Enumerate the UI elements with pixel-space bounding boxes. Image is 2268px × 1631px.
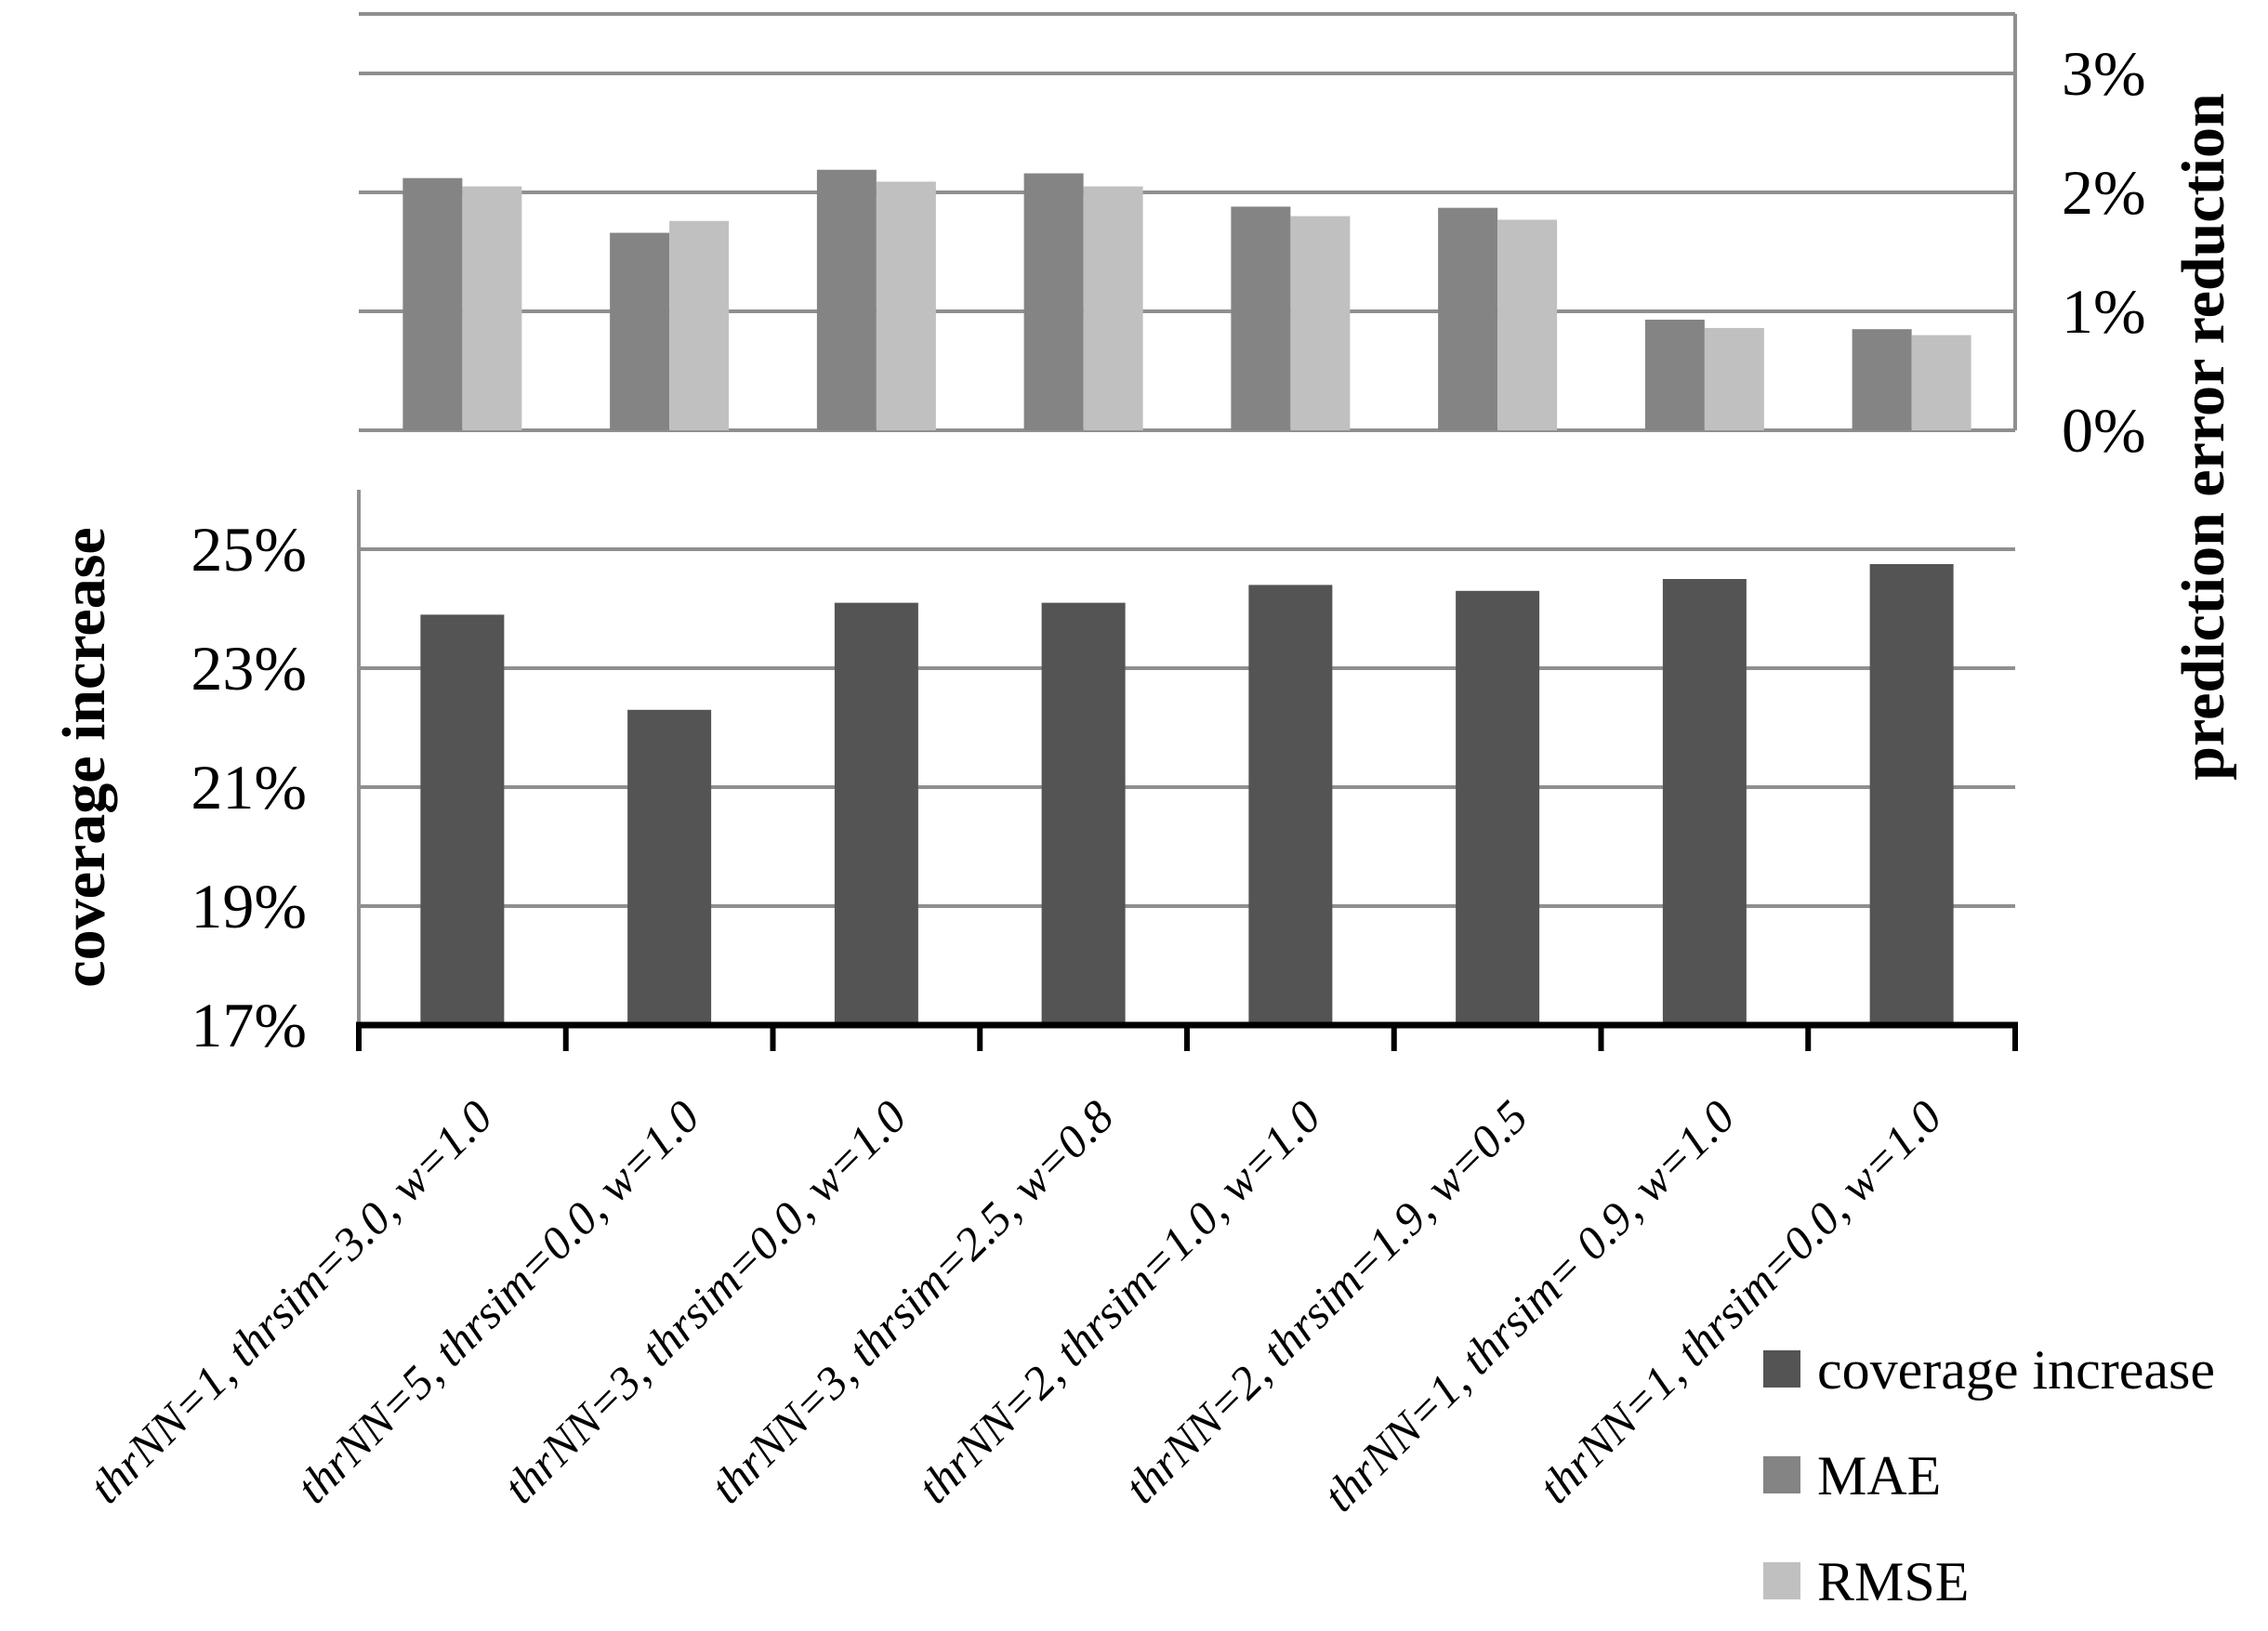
coverage-bar	[1662, 579, 1747, 1025]
mae-bar	[1852, 329, 1912, 430]
series-mae	[402, 169, 1912, 430]
legend-label: coverage increase	[1817, 1339, 2215, 1401]
coverage-bar	[420, 614, 505, 1025]
legend-item: RMSE	[1763, 1551, 1969, 1612]
rmse-bar	[462, 186, 522, 430]
top-ylabel: prediction error reduction	[2169, 93, 2237, 780]
legend-label: RMSE	[1817, 1551, 1969, 1612]
rmse-bar	[1911, 335, 1971, 430]
legend-item: MAE	[1763, 1445, 1941, 1506]
legend-item: coverage increase	[1763, 1339, 2215, 1401]
coverage-bar	[1869, 564, 1954, 1025]
bottom-ytick-label: 25%	[191, 514, 307, 585]
coverage-bar	[834, 602, 918, 1025]
rmse-bar	[1290, 216, 1351, 430]
mae-bar	[1231, 206, 1291, 430]
legend-swatch-rmse	[1763, 1562, 1800, 1599]
bottom-ytick-label: 21%	[191, 752, 307, 822]
bottom-ytick-label: 19%	[191, 871, 307, 941]
coverage-bar	[627, 709, 712, 1025]
series-rmse	[462, 181, 1971, 431]
bottom-ylabel: coverage increase	[50, 527, 118, 987]
rmse-bar	[669, 220, 730, 430]
rmse-bar	[1083, 186, 1143, 430]
category-label: thrNN=1, thrsim= 0.9, w=1.0	[1313, 1090, 1745, 1521]
mae-bar	[402, 178, 463, 430]
legend-swatch-mae	[1763, 1456, 1800, 1493]
category-label: thrNN=3, thrsim=0.0, w=1.0	[494, 1090, 916, 1513]
top-ytick-label: 0%	[2062, 395, 2146, 466]
bottom-panel: 17% 19% 21% 23% 25% coverage increase	[50, 490, 2015, 1060]
x-axis	[356, 1021, 2018, 1051]
mae-bar	[610, 232, 670, 430]
category-label: thrNN=2, thrsim=1.0, w=1.0	[907, 1090, 1330, 1513]
category-label: thrNN=2, thrsim=1.9, w=0.5	[1114, 1090, 1537, 1513]
top-ytick-label: 1%	[2062, 276, 2146, 347]
rmse-bar	[1497, 219, 1558, 430]
category-label: thrNN=1, thrsim=3.0, w=1.0	[79, 1090, 502, 1513]
rmse-bar	[1704, 327, 1764, 430]
rmse-bar	[876, 181, 936, 431]
coverage-bar	[1456, 590, 1540, 1025]
bottom-ytick-label: 17%	[191, 990, 307, 1060]
category-label: thrNN=3, thrsim=2.5, w=0.8	[700, 1090, 1123, 1513]
mae-bar	[1023, 173, 1084, 430]
top-ytick-label: 3%	[2062, 38, 2146, 109]
mae-bar	[1644, 319, 1705, 430]
category-label: thrNN=5, thrsim=0.0, w=1.0	[286, 1090, 709, 1513]
top-ytick-label: 2%	[2062, 157, 2146, 228]
legend: coverage increase MAE RMSE	[1763, 1339, 2215, 1612]
coverage-bar	[1248, 585, 1333, 1025]
top-panel: 0% 1% 2% 3% prediction error reduction	[359, 12, 2237, 781]
bottom-ytick-label: 23%	[191, 633, 307, 704]
mae-bar	[1438, 207, 1498, 430]
mae-bar	[816, 169, 877, 430]
legend-label: MAE	[1817, 1445, 1941, 1506]
legend-swatch-coverage-increase	[1763, 1350, 1800, 1388]
coverage-bar	[1041, 602, 1126, 1025]
series-coverage-increase	[420, 564, 1954, 1025]
